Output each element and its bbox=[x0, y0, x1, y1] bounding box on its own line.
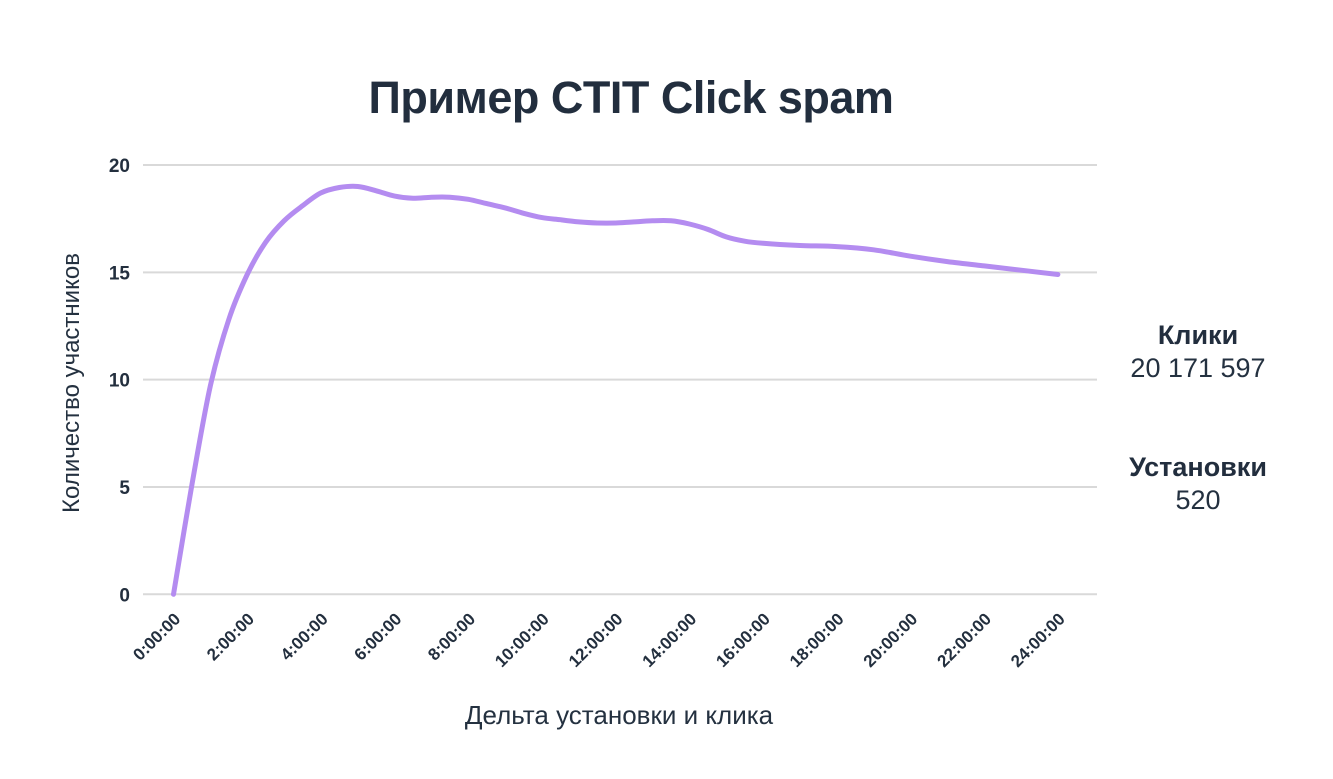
stat-installs-label: Установки bbox=[1129, 452, 1267, 482]
y-tick-label: 10 bbox=[109, 371, 130, 392]
stats-panel: Клики 20 171 597 Установки 520 bbox=[1100, 318, 1296, 582]
y-tick-label: 0 bbox=[119, 585, 130, 606]
stat-installs-value: 520 bbox=[1175, 485, 1221, 515]
stat-clicks-value: 20 171 597 bbox=[1130, 353, 1266, 383]
x-tick-label: 12:00:00 bbox=[565, 609, 627, 671]
x-tick-label: 22:00:00 bbox=[933, 609, 995, 671]
y-tick-label: 15 bbox=[109, 263, 131, 284]
y-tick-label: 5 bbox=[119, 478, 130, 499]
x-tick-label: 0:00:00 bbox=[129, 609, 184, 664]
y-axis-label: Количество участников bbox=[58, 253, 85, 513]
x-tick-label: 2:00:00 bbox=[203, 609, 258, 664]
x-tick-label: 6:00:00 bbox=[351, 609, 406, 664]
stat-clicks: Клики 20 171 597 bbox=[1100, 318, 1296, 384]
stat-installs: Установки 520 bbox=[1100, 450, 1296, 516]
x-tick-label: 16:00:00 bbox=[712, 609, 774, 671]
x-tick-label: 8:00:00 bbox=[424, 609, 479, 664]
x-tick-label: 10:00:00 bbox=[491, 609, 553, 671]
stat-clicks-label: Клики bbox=[1157, 320, 1239, 350]
x-tick-label: 24:00:00 bbox=[1007, 609, 1069, 671]
x-tick-label: 20:00:00 bbox=[860, 609, 922, 671]
x-axis-label: Дельта установки и клика bbox=[464, 700, 774, 730]
y-tick-label: 20 bbox=[109, 156, 130, 177]
x-tick-label: 14:00:00 bbox=[639, 609, 701, 671]
chart-title: Пример CTIT Click spam bbox=[368, 72, 894, 124]
x-tick-label: 4:00:00 bbox=[277, 609, 332, 664]
x-tick-label: 18:00:00 bbox=[786, 609, 848, 671]
series-line-participants bbox=[171, 183, 1061, 597]
